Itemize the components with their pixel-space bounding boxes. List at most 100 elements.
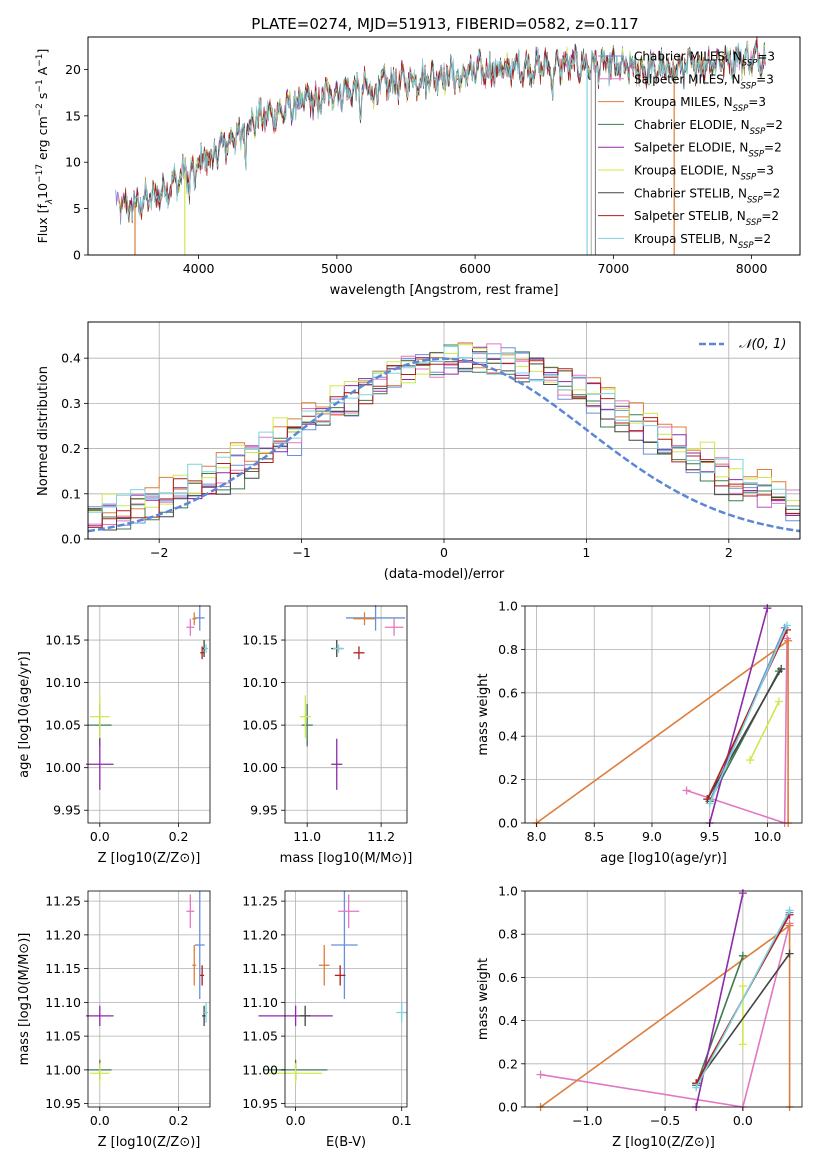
x-axis-label: Z [log10(Z/Z⊙)] <box>612 1135 715 1150</box>
x-tick-label-1: 0.2 <box>169 829 189 844</box>
y-axis-label: mass [log10(M/M⊙)] <box>17 933 32 1066</box>
x-tick-label-0: −1.0 <box>572 1113 602 1128</box>
axes-frame <box>284 605 408 824</box>
ssp-line-3 <box>695 955 744 1086</box>
legend-label-value-6: =2 <box>763 186 781 200</box>
legend-label-sub-3: SSP <box>750 127 766 137</box>
legend-label-value-8: =2 <box>754 232 772 246</box>
legend-label-0: Chabrier MILES, NSSP=3 <box>634 50 775 69</box>
legend-label-text-3: Chabrier ELODIE, N <box>634 118 750 132</box>
x-tick-label-1: −0.5 <box>650 1113 680 1128</box>
x-axis-label: age [log10(age/yr)] <box>600 851 727 866</box>
ssp-line-6 <box>695 953 791 1084</box>
ssp-line-6 <box>706 668 782 800</box>
marks-group <box>86 605 209 790</box>
x-tick-label-0: 4000 <box>183 261 215 276</box>
legend-label-5: Kroupa ELODIE, NSSP=3 <box>634 164 774 183</box>
y-tick-label-4: 10.15 <box>242 633 278 648</box>
age-vs-mass-panel: 11.0 11.2 9.95 10.00 10.05 10.10 10.15 mass [lo… <box>242 605 412 866</box>
spectrum-ticks: 4000 5000 6000 7000 8000 0 5 10 15 20 <box>65 36 801 276</box>
axes-frame <box>87 36 801 256</box>
ssp-marker-7-0 <box>703 795 712 804</box>
y-tick-label-5: 1.0 <box>498 599 518 614</box>
legend-label-text-1: Salpeter MILES, N <box>634 72 741 86</box>
y-label-part-exp1: −17 <box>35 164 45 183</box>
ssp-marker-5-1 <box>738 982 747 991</box>
x-tick-label-3: 1 <box>582 545 590 560</box>
legend-label-text-5: Kroupa ELODIE, N <box>634 164 741 178</box>
axes-frame <box>87 890 211 1108</box>
y-tick-label-1: 11.00 <box>242 1062 278 1077</box>
legend-label-sub-7: SSP <box>746 218 762 228</box>
y-tick-label-1: 0.2 <box>498 1056 518 1071</box>
y-tick-label-3: 0.3 <box>61 396 81 411</box>
y-tick-label-3: 10.10 <box>242 675 278 690</box>
x-tick-label-3: 7000 <box>597 261 629 276</box>
ssp-marker-5-0 <box>746 756 755 765</box>
y-tick-label-0: 0.0 <box>498 1100 518 1115</box>
x-axis-label: Z [log10(Z/Z⊙)] <box>98 1135 201 1150</box>
legend-label-value-2: =3 <box>748 95 766 109</box>
legend-label-value-5: =3 <box>756 164 774 178</box>
legend-label-sub-2: SSP <box>733 104 749 114</box>
axes-frame <box>524 890 803 1108</box>
y-tick-label-4: 11.15 <box>45 961 81 976</box>
x-tick-label-2: 6000 <box>459 261 491 276</box>
legend-label-6: Chabrier STELIB, NSSP=2 <box>634 186 780 205</box>
x-tick-label-1: −1 <box>292 545 310 560</box>
y-tick-label-3: 0.6 <box>498 685 518 700</box>
y-tick-label-4: 10.15 <box>45 633 81 648</box>
normal-reference-curve <box>87 357 801 533</box>
x-tick-label-0: 0.0 <box>90 1113 110 1128</box>
x-tick-label-2: 0.0 <box>733 1113 753 1128</box>
y-axis-label: age [log10(age/yr)] <box>17 651 32 778</box>
ssp-marker-4-1 <box>738 889 747 898</box>
ssp-line-5 <box>749 701 780 761</box>
y-label-part-post: ] <box>35 49 50 54</box>
residual-x-axis-label: (data-model)/error <box>384 567 505 582</box>
x-tick-label-0: 0.0 <box>286 1113 306 1128</box>
ssp-marker-8-1 <box>782 621 791 630</box>
y-tick-label-2: 11.05 <box>45 1029 81 1044</box>
x-tick-label-1: 0.1 <box>392 1113 412 1128</box>
x-tick-label-1: 11.2 <box>367 829 395 844</box>
legend-label-value-7: =2 <box>761 209 779 223</box>
legend-label-7: Salpeter STELIB, NSSP=2 <box>634 209 779 228</box>
y-label-part-mid: 10 <box>35 183 50 199</box>
y-tick-label-1: 10.00 <box>242 760 278 775</box>
mass-vs-extinction-panel: 0.0 0.1 10.95 11.00 11.05 11.10 11.15 11.20 11.2… <box>242 890 412 1150</box>
legend-label-1: Salpeter MILES, NSSP=3 <box>634 72 774 91</box>
legend-label-text-4: Salpeter ELODIE, N <box>634 141 748 155</box>
mass-vs-metallicity-panel: 0.0 0.2 10.95 11.00 11.05 11.10 11.15 11.20 11.2… <box>17 890 211 1150</box>
legend-label-sub-8: SSP <box>738 241 754 251</box>
x-axis-label: Z [log10(Z/Z⊙)] <box>98 851 201 866</box>
legend-label-text-2: Kroupa MILES, N <box>634 95 733 109</box>
ssp-line-4 <box>708 607 769 824</box>
weight-vs-age-panel: 8.0 8.5 9.0 9.5 10.0 0.0 0.2 0.4 0.6 0.8 1.0 age [l… <box>476 599 803 866</box>
spectrum-x-axis-label: wavelength [Angstrom, rest frame] <box>330 283 559 298</box>
age-vs-metallicity-panel: 0.0 0.2 9.95 10.00 10.05 10.10 10.15 Z [log10(Z… <box>17 605 211 866</box>
residual-histogram-step-8 <box>87 346 800 539</box>
y-tick-label-6: 11.25 <box>45 894 81 909</box>
y-tick-label-4: 0.4 <box>61 351 81 366</box>
marks-group <box>258 891 407 1084</box>
residual-y-axis-label: Normed distribution <box>36 366 51 496</box>
spectrum-line-8 <box>126 41 766 221</box>
y-tick-label-3: 15 <box>65 108 81 123</box>
y-label-part-mid3: s <box>35 93 50 104</box>
ssp-marker-1-0 <box>682 786 691 795</box>
y-tick-label-0: 0.0 <box>498 816 518 831</box>
y-tick-label-2: 11.05 <box>242 1029 278 1044</box>
ssp-marker-5-1 <box>774 697 783 706</box>
y-tick-label-2: 10 <box>65 155 81 170</box>
legend-label-sub-5: SSP <box>741 173 757 183</box>
ssp-marker-3-1 <box>738 951 747 960</box>
spectrum-y-axis-label: Flux [fλ10−17 erg cm−2 s−1 A−1] <box>35 49 55 244</box>
ssp-marker-8-0 <box>705 799 714 808</box>
x-tick-label-0: −2 <box>150 545 168 560</box>
y-label-part-pre: Flux [f <box>35 204 50 244</box>
legend-label-value-4: =2 <box>764 141 782 155</box>
y-tick-label-1: 10.00 <box>45 760 81 775</box>
y-label-part-sub: λ <box>45 199 55 205</box>
